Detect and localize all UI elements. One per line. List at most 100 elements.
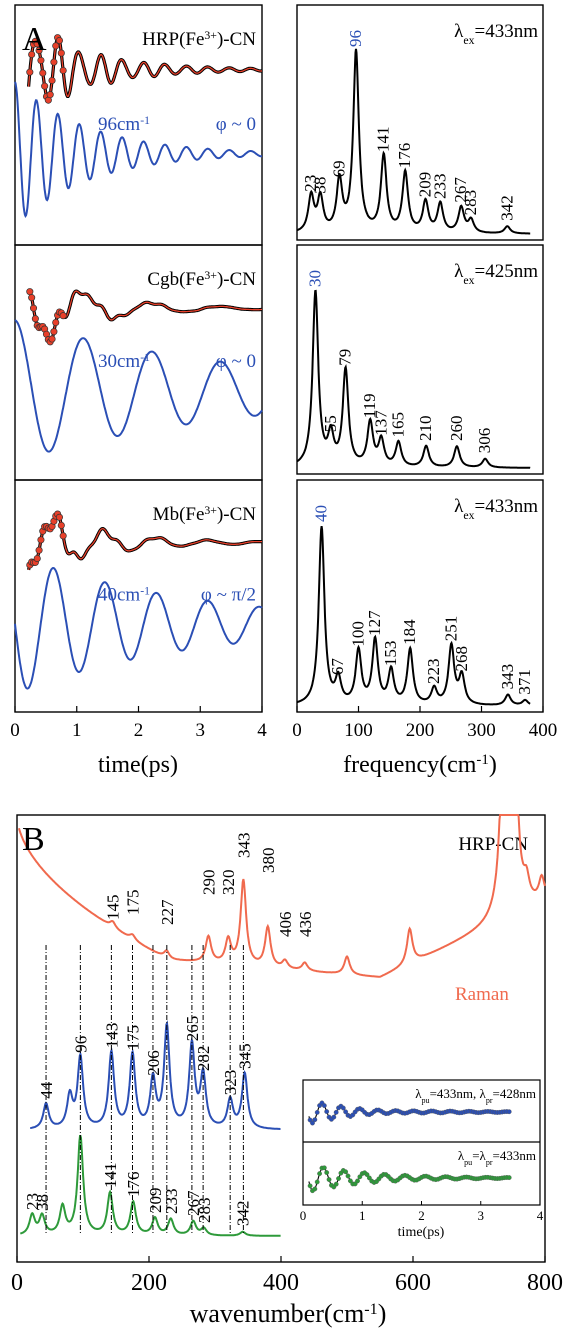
sample-label-2-part-2: )-CN — [217, 504, 256, 525]
freq-label-1-part-0: 30cm — [98, 351, 140, 372]
blue-oscillation-1 — [14, 319, 263, 453]
freq-axis-label: frequency(cm-1) — [343, 752, 497, 778]
data-marker-1 — [26, 288, 34, 296]
spectrum-2 — [296, 525, 531, 706]
inset-top-label-part-2: =433nm, — [430, 1086, 480, 1101]
inset-top-marker — [343, 1109, 349, 1115]
phase-label-1: φ ~ 0 — [216, 351, 256, 372]
inset-top-marker — [314, 1110, 320, 1115]
green-spectrum — [19, 1135, 281, 1237]
data-marker-2 — [37, 536, 45, 544]
excitation-label-0: λex=433nm — [454, 21, 538, 47]
sample-label-2-part-1: 3+ — [204, 504, 217, 517]
inset-tick-label: 1 — [359, 1208, 366, 1223]
phase-label-0: φ ~ 0 — [216, 114, 256, 135]
excitation-label-1: λex=425nm — [454, 261, 538, 287]
inset-bottom-marker — [336, 1176, 341, 1181]
inset-bottom-marker — [314, 1179, 320, 1185]
b-tick-label: 0 — [11, 1270, 23, 1296]
peak-label: 23 — [301, 175, 320, 192]
data-marker-0 — [57, 49, 65, 57]
data-marker-0 — [37, 56, 45, 64]
inset-bottom-marker — [345, 1173, 351, 1179]
inset-bottom-label-part-3: λ — [480, 1148, 487, 1163]
panel-label-b: B — [22, 821, 45, 858]
time-axis-label: time(ps) — [98, 752, 178, 778]
peak-label: 342 — [497, 195, 516, 221]
peak-label: 38 — [310, 177, 329, 194]
freq-label-2-part-1: -1 — [140, 584, 150, 597]
inset-bottom-marker — [366, 1175, 372, 1181]
time-tick-label: 4 — [257, 720, 267, 741]
blue-peak-label: 96 — [71, 1036, 90, 1053]
peak-label: 153 — [381, 641, 400, 667]
excitation-label-2-part-0: λ — [454, 496, 464, 517]
sample-label-1-part-0: Cgb(Fe — [147, 269, 204, 290]
inset-bottom-marker — [333, 1181, 339, 1187]
data-marker-1 — [50, 328, 58, 336]
excitation-label-1-part-2: =425nm — [475, 261, 539, 282]
raman-peak-label: 145 — [104, 895, 123, 921]
data-marker-0 — [26, 68, 34, 76]
excitation-label-2-part-2: =433nm — [475, 496, 539, 517]
data-marker-0 — [50, 58, 58, 66]
data-marker-1 — [29, 304, 38, 312]
inset-bottom-marker — [326, 1177, 332, 1182]
dominant-peak-label: 96 — [346, 30, 365, 47]
inset-top-marker — [340, 1105, 346, 1111]
inset-bottom-label-part-1: pu — [464, 1158, 472, 1167]
excitation-label-1-part-1: ex — [463, 274, 474, 287]
excitation-label-0-part-2: =433nm — [475, 21, 539, 42]
sample-label-0-part-0: HRP(Fe — [142, 29, 204, 50]
peak-label: 176 — [395, 143, 414, 169]
peak-label: 79 — [336, 349, 355, 366]
inset-top-label-part-3: λ — [480, 1086, 487, 1101]
freq-frame-1 — [296, 244, 544, 475]
time-row-0: HRP(Fe3+)-CN 96cm-1 φ ~ 0 — [14, 4, 263, 246]
sample-label-0-part-2: )-CN — [217, 29, 256, 50]
time-tick-label: 1 — [72, 720, 82, 741]
peak-label: 67 — [328, 658, 347, 676]
time-row-2: Mb(Fe3+)-CN 40cm-1 φ ~ π/2 — [14, 479, 263, 713]
data-marker-0 — [59, 66, 67, 75]
inset-top-marker — [321, 1103, 327, 1108]
data-marker-1 — [28, 294, 36, 302]
excitation-label-2: λex=433nm — [454, 496, 538, 522]
inset-bottom-marker — [317, 1171, 322, 1177]
peak-label: 127 — [365, 610, 384, 636]
freq-label-1-part-1: -1 — [140, 351, 150, 364]
peak-label: 209 — [416, 172, 435, 198]
inset-axis-label: time(ps) — [398, 1225, 445, 1240]
peak-label: 268 — [452, 646, 471, 672]
inset-top-marker — [324, 1109, 330, 1114]
phase-label-2: φ ~ π/2 — [201, 585, 256, 606]
inset-top-label-part-5: =428nm — [493, 1086, 536, 1101]
inset-bottom-marker — [355, 1178, 360, 1184]
b-axis-label: wavenumber(cm-1) — [190, 1299, 387, 1328]
sample-label-1-part-1: 3+ — [204, 269, 217, 282]
data-marker-1 — [31, 315, 39, 323]
data-marker-2 — [57, 521, 65, 529]
excitation-label-2-part-1: ex — [463, 509, 474, 522]
b-tick-label: 400 — [263, 1270, 299, 1296]
inset-top-marker — [310, 1120, 315, 1126]
raman-peak-label: 406 — [276, 912, 295, 938]
inset-bottom-label-part-0: λ — [458, 1148, 465, 1163]
raman-peak-label: 290 — [199, 870, 218, 896]
data-marker-0 — [35, 46, 43, 54]
green-peak-label: 267 — [184, 1190, 203, 1216]
sample-label-0: HRP(Fe3+)-CN — [142, 29, 256, 51]
data-marker-0 — [28, 50, 36, 59]
time-tick-label: 0 — [10, 720, 20, 741]
freq-label-2: 40cm-1 — [98, 584, 150, 606]
inset-top-label: λpu=433nm, λpr=428nm — [415, 1086, 536, 1105]
b-axis-label-part-0: wavenumber(cm — [190, 1299, 365, 1328]
data-marker-2 — [35, 546, 43, 554]
b-axis-label-part-1: -1 — [364, 1301, 377, 1318]
blue-peak-label: 345 — [236, 1043, 255, 1069]
raman-peak-label: 227 — [158, 899, 177, 925]
freq-axis-label-part-1: -1 — [476, 752, 488, 768]
